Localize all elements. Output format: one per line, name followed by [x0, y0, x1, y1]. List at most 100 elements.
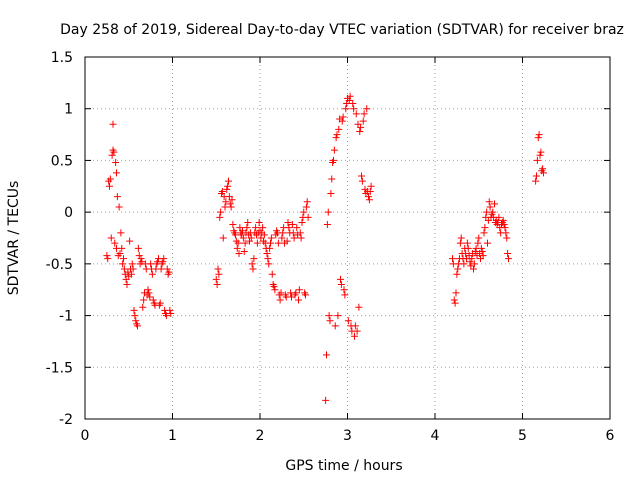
data-point [295, 296, 302, 304]
data-point [104, 255, 112, 263]
data-point [489, 208, 497, 216]
data-point [276, 296, 284, 304]
data-point [503, 234, 511, 242]
data-point [263, 250, 271, 258]
data-point [302, 203, 310, 211]
data-point [483, 208, 491, 216]
data-point [450, 296, 458, 304]
data-point [502, 229, 510, 237]
data-point [252, 224, 260, 232]
data-point [159, 258, 167, 266]
grid-layer [85, 57, 610, 419]
data-point [451, 299, 459, 307]
data-point [367, 182, 375, 190]
data-point [232, 231, 239, 239]
data-point [468, 255, 476, 263]
y-tick-label: -1 [59, 309, 73, 325]
data-point [212, 275, 220, 283]
data-point [532, 177, 540, 185]
data-point [359, 117, 367, 125]
data-point [235, 250, 243, 258]
data-point [139, 303, 147, 311]
data-point [113, 169, 120, 177]
x-tick-label: 2 [256, 428, 265, 444]
data-point [365, 196, 373, 204]
data-point [135, 252, 143, 260]
data-point [160, 255, 168, 263]
data-point [349, 100, 357, 108]
data-point [108, 151, 116, 159]
data-point [341, 291, 349, 299]
data-point [106, 175, 114, 183]
x-tick-label: 5 [518, 428, 527, 444]
data-point [116, 250, 124, 258]
data-point [221, 203, 229, 211]
data-point [486, 203, 494, 211]
data-point [295, 286, 303, 294]
data-point [167, 310, 175, 318]
x-tick-label: 6 [606, 428, 615, 444]
data-point [480, 229, 488, 237]
data-point [120, 255, 127, 263]
data-point [533, 156, 541, 164]
data-point [454, 265, 462, 273]
data-point [463, 239, 471, 247]
data-point [351, 322, 359, 330]
data-point [249, 265, 257, 273]
data-point [234, 239, 242, 247]
data-point [126, 237, 134, 245]
data-point [335, 125, 343, 133]
data-point [165, 268, 173, 276]
data-point [279, 229, 287, 237]
data-point [330, 156, 337, 164]
y-tick-label: 0 [64, 205, 73, 221]
data-point [255, 218, 263, 226]
data-point [339, 113, 347, 121]
data-point [290, 234, 298, 242]
y-tick-label: 1.5 [51, 50, 73, 66]
data-point [353, 327, 361, 335]
data-point [340, 286, 348, 294]
data-point [470, 265, 477, 273]
data-point [495, 213, 503, 221]
data-point [293, 224, 301, 232]
data-point [338, 117, 346, 125]
data-point [134, 322, 141, 330]
data-point [504, 250, 512, 258]
data-point [283, 237, 291, 245]
data-point [535, 131, 543, 139]
data-point [267, 239, 274, 247]
y-tick-label: -1.5 [46, 360, 73, 376]
data-point [479, 252, 487, 260]
data-point [484, 239, 491, 247]
data-point [360, 110, 368, 118]
data-point [366, 187, 374, 195]
data-point [107, 234, 115, 242]
data-point [474, 239, 482, 247]
data-point [219, 234, 227, 242]
data-point [346, 92, 354, 100]
data-point [326, 317, 334, 325]
data-point [214, 265, 222, 273]
data-point [332, 134, 340, 142]
y-tick-label: -2 [59, 412, 73, 428]
y-axis-label: SDTVAR / TECUs [6, 181, 22, 296]
points-layer [103, 92, 547, 404]
data-point [223, 185, 231, 193]
data-point [134, 244, 142, 252]
data-point [324, 208, 332, 216]
data-point [227, 203, 235, 211]
data-point [352, 110, 360, 118]
data-point [500, 221, 508, 229]
data-point [120, 265, 128, 273]
data-point [241, 239, 249, 247]
data-point [328, 175, 336, 183]
data-point [285, 224, 293, 232]
data-point [358, 177, 366, 185]
data-point [363, 105, 371, 113]
data-point [222, 198, 230, 206]
data-point [539, 165, 547, 173]
data-point [226, 200, 234, 208]
data-point [322, 396, 330, 404]
